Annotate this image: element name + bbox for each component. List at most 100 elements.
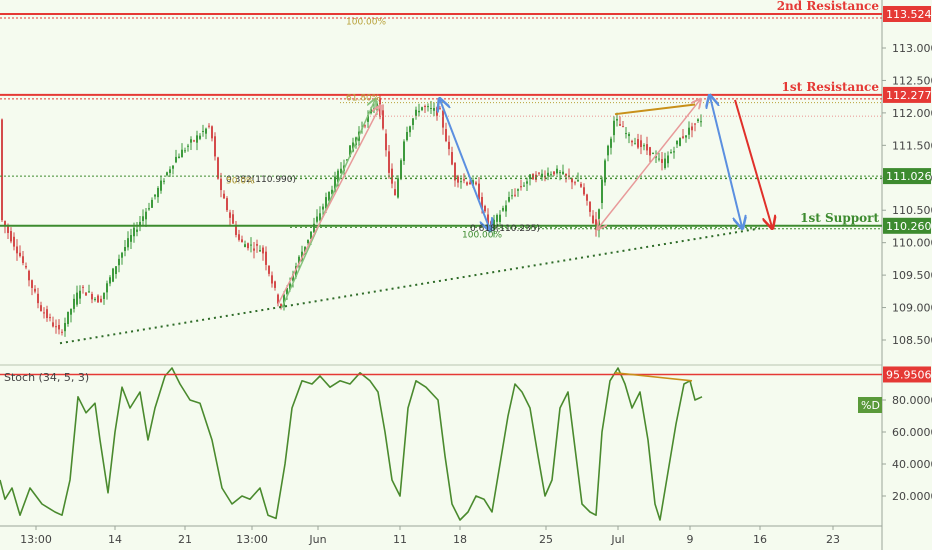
candle-body bbox=[505, 205, 507, 212]
price-tick-label: 108.500 bbox=[892, 334, 932, 347]
candle-body bbox=[58, 324, 60, 330]
candle-body bbox=[274, 281, 276, 288]
candle-body bbox=[652, 153, 654, 155]
candle-body bbox=[634, 143, 636, 145]
time-tick-label: 14 bbox=[108, 533, 122, 546]
candle-body bbox=[439, 108, 441, 110]
candle-body bbox=[367, 114, 369, 122]
candle-body bbox=[643, 145, 645, 147]
candle-body bbox=[289, 283, 291, 290]
candle-body bbox=[244, 244, 246, 248]
candle-body bbox=[193, 140, 195, 142]
candle-body bbox=[589, 201, 591, 212]
candle-body bbox=[190, 139, 192, 143]
candle-body bbox=[286, 288, 288, 295]
candle-body bbox=[517, 189, 519, 191]
candle-body bbox=[457, 176, 459, 183]
candle-body bbox=[88, 291, 90, 293]
candle-body bbox=[553, 171, 555, 175]
candle-body bbox=[334, 176, 336, 191]
candle-body bbox=[79, 290, 81, 299]
candle-body bbox=[106, 283, 108, 293]
candle-body bbox=[673, 151, 675, 153]
series-label-text: %D bbox=[861, 399, 880, 412]
level-tag: 113.524 bbox=[883, 5, 932, 22]
level-tag-bg bbox=[883, 217, 931, 234]
candle-body bbox=[664, 158, 666, 168]
candle-body bbox=[46, 309, 48, 319]
candle-body bbox=[16, 246, 18, 254]
candle-body bbox=[298, 256, 300, 264]
candle-body bbox=[163, 180, 165, 182]
candle-body bbox=[601, 179, 603, 203]
candle-body bbox=[646, 144, 648, 151]
candle-body bbox=[460, 181, 462, 183]
candle-body bbox=[352, 142, 354, 152]
candle-body bbox=[223, 193, 225, 199]
candle-body bbox=[310, 231, 312, 239]
candle-body bbox=[151, 199, 153, 208]
candle-body bbox=[415, 109, 417, 116]
candle-body bbox=[496, 214, 498, 222]
candle-body bbox=[682, 136, 684, 138]
candle-body bbox=[166, 172, 168, 176]
candle-body bbox=[559, 172, 561, 174]
candle-body bbox=[571, 178, 573, 183]
series-label-bg bbox=[858, 397, 882, 413]
stochastic-panel: Stoch (34, 5, 3) 80.0000 60.0000 40.0000 20.… bbox=[0, 366, 932, 521]
candle-body bbox=[283, 294, 285, 307]
candle-body bbox=[325, 197, 327, 209]
candle-body bbox=[97, 295, 99, 303]
divergence-line-osc bbox=[614, 372, 693, 382]
candle-body bbox=[100, 298, 102, 303]
candle-body bbox=[256, 244, 258, 246]
candle-body bbox=[13, 236, 15, 247]
candle-body bbox=[547, 172, 549, 176]
arrow-pink-up bbox=[277, 106, 380, 305]
candle-body bbox=[463, 179, 465, 181]
candle-body bbox=[196, 135, 198, 143]
candle-body bbox=[424, 105, 426, 107]
price-tick-label: 110.000 bbox=[892, 237, 932, 250]
candle-body bbox=[688, 127, 690, 135]
candle-body bbox=[217, 157, 219, 179]
time-tick-label: 13:00 bbox=[20, 533, 52, 546]
candle-body bbox=[649, 147, 651, 156]
candle-body bbox=[37, 293, 39, 304]
level-tag: 112.277 bbox=[883, 86, 932, 103]
level-tag-text: 111.026 bbox=[886, 170, 932, 183]
fib-annotation: 61.80% bbox=[346, 94, 381, 104]
candle-body bbox=[64, 322, 66, 332]
candle-body bbox=[259, 250, 261, 252]
candle-body bbox=[154, 194, 156, 197]
time-tick-label: 9 bbox=[687, 533, 694, 546]
price-tick-label: 109.000 bbox=[892, 302, 932, 315]
candle-body bbox=[595, 219, 597, 230]
candle-body bbox=[148, 208, 150, 210]
candle-body bbox=[7, 225, 9, 233]
candle-body bbox=[574, 182, 576, 184]
candle-body bbox=[55, 326, 57, 328]
time-tick-label: Jun bbox=[308, 533, 326, 546]
candle-body bbox=[679, 138, 681, 146]
candle-body bbox=[541, 173, 543, 178]
candle-body bbox=[268, 265, 270, 274]
candle-body bbox=[700, 121, 702, 123]
candle-body bbox=[532, 174, 534, 180]
time-tick-label: 18 bbox=[453, 533, 467, 546]
candle-body bbox=[676, 140, 678, 145]
osc-tick-label: 80.0000 bbox=[892, 394, 932, 407]
candle-body bbox=[43, 312, 45, 314]
candle-body bbox=[70, 308, 72, 315]
candle-body bbox=[145, 211, 147, 220]
candle-body bbox=[187, 145, 189, 147]
candle-body bbox=[127, 238, 129, 248]
candle-body bbox=[262, 247, 264, 254]
candle-body bbox=[535, 174, 537, 180]
candle-body bbox=[19, 252, 21, 257]
time-tick-label: 11 bbox=[393, 533, 407, 546]
arrow-pink-cd bbox=[598, 100, 700, 228]
candle-body bbox=[373, 108, 375, 111]
candle-body bbox=[211, 126, 213, 139]
